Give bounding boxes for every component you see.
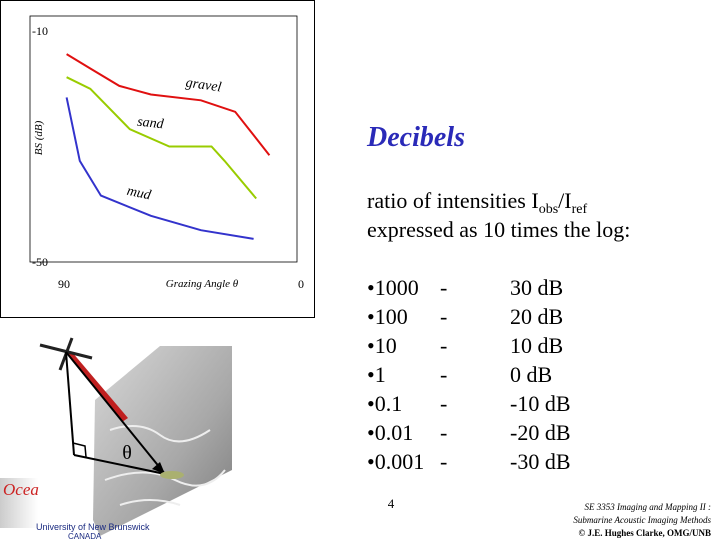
y-axis-label: BS (dB)	[33, 120, 45, 155]
table: •1000-30 dB•100-20 dB•10-10 dB•1-0 dB•0.…	[367, 275, 571, 474]
series-label: sand	[136, 115, 165, 133]
y-tick-label: -50	[32, 255, 48, 269]
series-label: gravel	[185, 76, 223, 96]
x-tick-label: 0	[298, 277, 304, 291]
logo-bg	[0, 478, 38, 528]
horizontal	[73, 454, 166, 475]
table-cell: -20 dB	[510, 420, 571, 445]
beam	[66, 352, 128, 422]
intro-sub: obs	[539, 202, 558, 217]
page-number: 4	[388, 496, 395, 511]
table-cell: -30 dB	[510, 449, 571, 474]
table-cell: •10	[367, 333, 397, 358]
footer-line: Submarine Acoustic Imaging Methods	[573, 515, 711, 525]
table-cell: -	[440, 391, 447, 416]
logo-university: University of New Brunswick	[36, 522, 150, 532]
series-line	[66, 53, 271, 156]
table-cell: -	[440, 449, 447, 474]
table-cell: •1	[367, 362, 386, 387]
plot-frame	[29, 15, 298, 263]
arrow-head	[152, 462, 165, 474]
table-cell: 0 dB	[510, 362, 552, 387]
table-cell: •0.001	[367, 449, 424, 474]
table-cell: •0.01	[367, 420, 413, 445]
intro-sub: ref	[572, 202, 588, 217]
table-cell: •1000	[367, 275, 419, 300]
table-cell: 10 dB	[510, 333, 563, 358]
intro-text: /I	[558, 188, 571, 213]
table-cell: -10 dB	[510, 391, 571, 416]
x-tick-label: 90	[58, 277, 70, 291]
right-angle	[72, 442, 87, 458]
seafloor	[93, 346, 232, 536]
series-line	[66, 76, 257, 200]
footer-line: © J.E. Hughes Clarke, OMG/UNB	[579, 528, 711, 538]
table-cell: -	[440, 362, 447, 387]
logo-country: CANADA	[68, 532, 102, 540]
table-cell: 20 dB	[510, 304, 563, 329]
angle-label: θ	[122, 442, 132, 464]
slant-range	[65, 351, 166, 475]
logo-word: Ocea	[3, 480, 39, 499]
table-cell: •100	[367, 304, 408, 329]
slide-title: Decibels	[366, 122, 465, 153]
series-line	[65, 97, 254, 240]
footer-line: SE 3353 Imaging and Mapping II :	[585, 502, 711, 512]
chart: -10 -50 90 0 gravel sand mud	[32, 24, 304, 291]
table-cell: •0.1	[367, 391, 402, 416]
x-axis-label: Grazing Angle θ	[166, 278, 239, 290]
table-cell: -	[440, 275, 447, 300]
table-cell: -	[440, 333, 447, 358]
series-label: mud	[125, 184, 153, 204]
vertical	[65, 351, 75, 456]
table-cell: 30 dB	[510, 275, 563, 300]
table-cell: -	[440, 420, 447, 445]
chart-panel	[0, 0, 315, 318]
intro-line2: expressed as 10 times the log:	[367, 217, 630, 242]
intro-line: ratio of intensities Iobs/Iref	[367, 188, 587, 217]
intro-text: ratio of intensities I	[367, 188, 539, 213]
target	[160, 471, 184, 479]
y-tick-label: -10	[32, 24, 48, 38]
table-cell: -	[440, 304, 447, 329]
